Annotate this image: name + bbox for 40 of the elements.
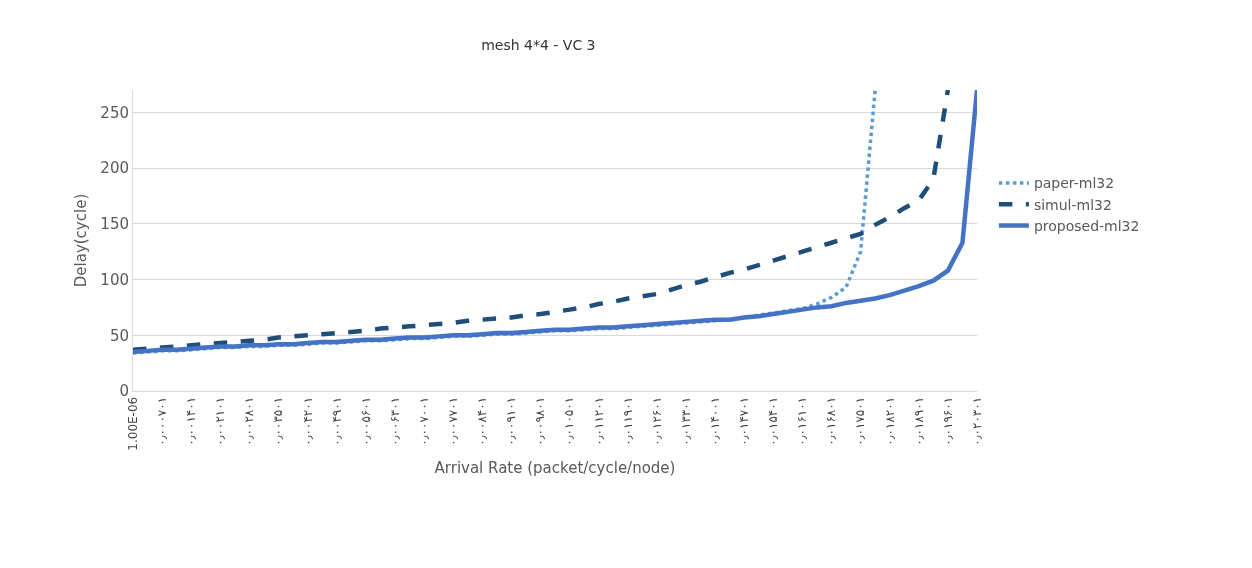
y-tick-label: 200 <box>100 159 129 178</box>
x-tick-label: ۰٫۰۱۵۴۰۱ <box>766 396 781 446</box>
legend-label: paper-ml32 <box>1033 175 1115 192</box>
x-tick-label: ۰٫۰۰۸۴۰۱ <box>475 396 490 446</box>
x-tick-label: ۰٫۰۰۹۱۰۱ <box>504 396 519 446</box>
x-tick-label: ۰٫۰۱۰۵۰۱ <box>562 396 577 446</box>
x-tick-label: ۰٫۰۱۱۲۰۱ <box>591 396 606 446</box>
x-tick-label: ۰٫۰۰۲۱۰۱ <box>213 396 228 446</box>
x-tick-label: ۰٫۰۱۴۷۰۱ <box>737 396 752 446</box>
x-tick-label: ۰٫۰۰۷۷۰۱ <box>446 396 461 446</box>
x-tick-label: ۰٫۰۰۰۷۰۱ <box>155 396 169 446</box>
x-tick-label: ۰٫۰۰۹۸۰۱ <box>533 396 548 446</box>
x-tick-label: ۰٫۰۰۶۳۰۱ <box>387 396 402 446</box>
y-tick-label: 50 <box>109 326 129 345</box>
y-tick-label: 150 <box>100 215 129 234</box>
legend-label: proposed-ml32 <box>1033 217 1140 234</box>
legend-label: simul-ml32 <box>1033 196 1112 213</box>
x-axis-title: Arrival Rate (packet/cycle/node) <box>434 458 676 477</box>
x-tick-label: ۰٫۰۰۴۲۰۱ <box>300 396 315 446</box>
x-tick-label: ۰٫۰۱۷۵۰۱ <box>853 396 868 446</box>
x-tick-label: ۰٫۰۰۱۴۰۱ <box>184 396 199 446</box>
x-tick-label: ۰٫۰۰۵۶۰۱ <box>358 396 373 446</box>
x-tick-label: ۰٫۰۱۹۶۰۱ <box>940 396 955 446</box>
x-tick-label: ۰٫۰۰۷۰۰۱ <box>416 396 431 446</box>
y-tick-label: 250 <box>100 103 129 122</box>
x-tick-label: ۰٫۰۱۸۲۰۱ <box>882 396 897 446</box>
chart-title: mesh 4*4 - VC 3 <box>481 36 596 53</box>
x-tick-label: ۰٫۰۰۴۹۰۱ <box>329 396 344 446</box>
x-tick-label: ۰٫۰۱۱۹۰۱ <box>620 396 635 446</box>
x-tick-label: ۰٫۰۱۶۱۰۱ <box>795 396 810 446</box>
x-tick-label: ۰٫۰۱۴۰۰۱ <box>707 396 722 446</box>
x-tick-label: ۰٫۰۱۸۹۰۱ <box>911 396 926 446</box>
x-tick-label: ۰٫۰۲۰۳۰۱ <box>969 396 984 446</box>
x-tick-label: ۰٫۰۱۳۳۰۱ <box>678 396 693 446</box>
y-axis-title: Delay(cycle) <box>71 193 90 288</box>
x-tick-label: ۰٫۰۰۳۵۰۱ <box>271 396 286 446</box>
y-tick-label: 100 <box>100 270 129 289</box>
x-tick-label: ۰٫۰۱۲۶۰۱ <box>649 396 664 446</box>
x-tick-label: ۰٫۰۰۲۸۰۱ <box>242 396 257 446</box>
x-tick-label: ۰٫۰۱۶۸۰۱ <box>824 396 839 446</box>
